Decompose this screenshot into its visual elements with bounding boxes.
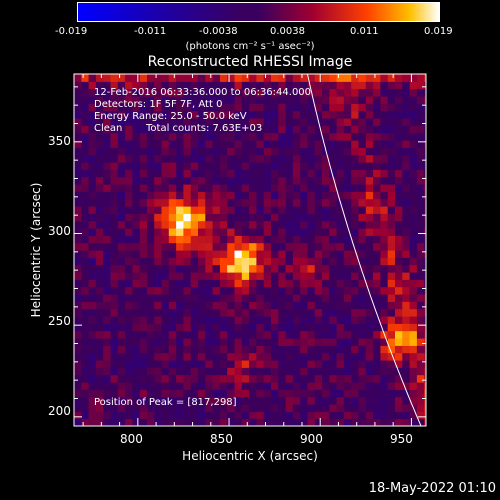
total-counts-label: Total counts: 7.63E+03 (146, 123, 263, 134)
colorbar-tick: -0.019 (55, 26, 88, 37)
x-axis-label: Heliocentric X (arcsec) (182, 449, 318, 463)
energy-range-label: Energy Range: 25.0 - 50.0 keV (94, 111, 247, 122)
method-label: Clean (94, 123, 123, 134)
x-tick-label: 950 (390, 432, 413, 446)
colorbar-tick: 0.019 (424, 26, 453, 37)
footer-timestamp: 18-May-2022 01:10 (368, 481, 496, 496)
colorbar-tick: 0.0038 (270, 26, 305, 37)
y-tick-label: 250 (48, 314, 71, 328)
y-tick-label: 300 (48, 224, 71, 238)
time-range-label: 12-Feb-2016 06:33:36.000 to 06:36:44.000 (94, 87, 312, 98)
plot-frame (73, 73, 427, 427)
peak-position-label: Position of Peak = [817,298] (94, 397, 237, 408)
colorbar-tick: -0.0038 (199, 26, 238, 37)
colorbar-tick: -0.011 (134, 26, 167, 37)
axis-ticks (74, 74, 426, 426)
y-tick-label: 350 (48, 134, 71, 148)
x-tick-label: 900 (300, 432, 323, 446)
colorbar (77, 2, 440, 22)
x-tick-label: 800 (120, 432, 143, 446)
solar-limb-curve (307, 74, 422, 426)
detectors-label: Detectors: 1F 5F 7F, Att 0 (94, 99, 223, 110)
colorbar-units: (photons cm⁻² s⁻¹ asec⁻²) (185, 41, 315, 52)
y-axis-label: Heliocentric Y (arcsec) (29, 182, 43, 318)
colorbar-tick: 0.011 (350, 26, 379, 37)
x-tick-label: 850 (210, 432, 233, 446)
heatmap-image (74, 74, 426, 426)
y-tick-label: 200 (48, 404, 71, 418)
chart-title: Reconstructed RHESSI Image (147, 54, 353, 70)
